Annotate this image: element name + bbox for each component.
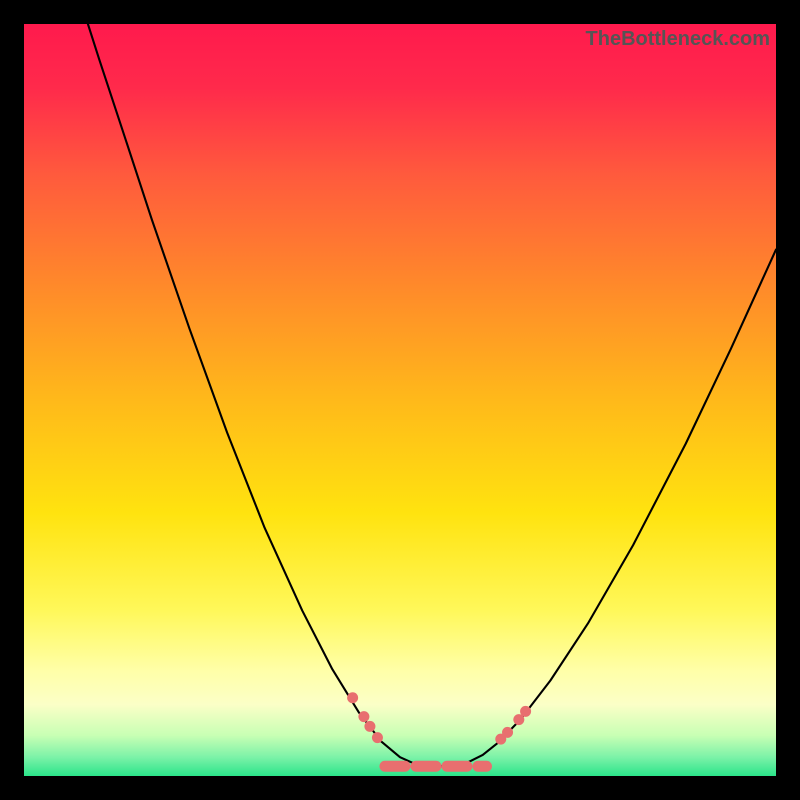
gradient-background	[24, 24, 776, 776]
marker-dot	[347, 692, 358, 703]
marker-dot	[372, 732, 383, 743]
marker-dot	[364, 721, 375, 732]
marker-dot	[358, 711, 369, 722]
chart-frame: TheBottleneck.com	[0, 0, 800, 800]
plot-area: TheBottleneck.com	[24, 24, 776, 776]
chart-svg	[24, 24, 776, 776]
watermark-text: TheBottleneck.com	[586, 28, 770, 51]
marker-dot	[520, 706, 531, 717]
marker-dot	[502, 727, 513, 738]
